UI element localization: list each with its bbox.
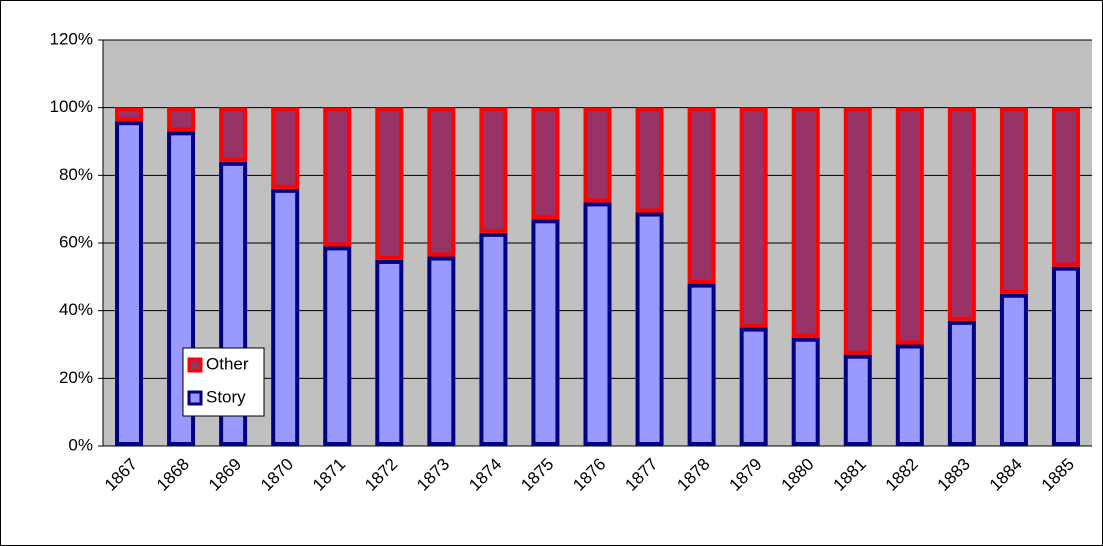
bar-segment xyxy=(271,188,300,446)
bar-segment xyxy=(583,107,612,203)
bar-segment xyxy=(635,212,664,446)
bar-segment xyxy=(947,320,976,447)
bar-segment xyxy=(167,131,196,446)
y-tick-label: 120% xyxy=(50,29,93,48)
bar-segment xyxy=(1051,107,1080,267)
bar-segment xyxy=(791,107,820,338)
legend-swatch xyxy=(187,390,203,406)
bar-segment xyxy=(687,107,716,284)
bar-segment xyxy=(427,107,456,257)
bar-segment xyxy=(323,107,352,247)
bar-segment xyxy=(895,107,924,345)
y-tick-label: 0% xyxy=(68,435,93,454)
bar-segment xyxy=(999,107,1028,294)
y-tick-label: 100% xyxy=(50,97,93,116)
legend-swatch xyxy=(187,357,203,373)
y-tick-label: 80% xyxy=(59,165,93,184)
bar-segment xyxy=(843,354,872,446)
legend-label: Story xyxy=(206,387,246,406)
bar-segment xyxy=(843,107,872,355)
bar-segment xyxy=(219,107,248,162)
bar-segment xyxy=(531,219,560,446)
legend-label: Other xyxy=(206,354,249,373)
bar-segment xyxy=(479,232,508,446)
y-tick-label: 40% xyxy=(59,300,93,319)
bar-segment xyxy=(531,107,560,220)
bar-segment xyxy=(895,344,924,446)
bar-segment xyxy=(167,107,196,132)
bar-segment xyxy=(999,293,1028,446)
bar-segment xyxy=(375,259,404,446)
bar-segment xyxy=(687,283,716,446)
bar-segment xyxy=(635,107,664,213)
bar-segment xyxy=(271,107,300,189)
y-tick-label: 20% xyxy=(59,368,93,387)
bar-segment xyxy=(1051,266,1080,446)
bar-segment xyxy=(479,107,508,233)
bar-segment xyxy=(115,107,144,122)
bar-segment xyxy=(947,107,976,321)
bar-segment xyxy=(115,121,144,446)
bar-segment xyxy=(791,337,820,447)
bar-segment xyxy=(427,256,456,446)
bar-segment xyxy=(739,327,768,447)
y-tick-label: 60% xyxy=(59,232,93,251)
bar-segment xyxy=(323,246,352,446)
bar-segment xyxy=(739,107,768,328)
bar-segment xyxy=(375,107,404,260)
bar-segment xyxy=(583,202,612,446)
